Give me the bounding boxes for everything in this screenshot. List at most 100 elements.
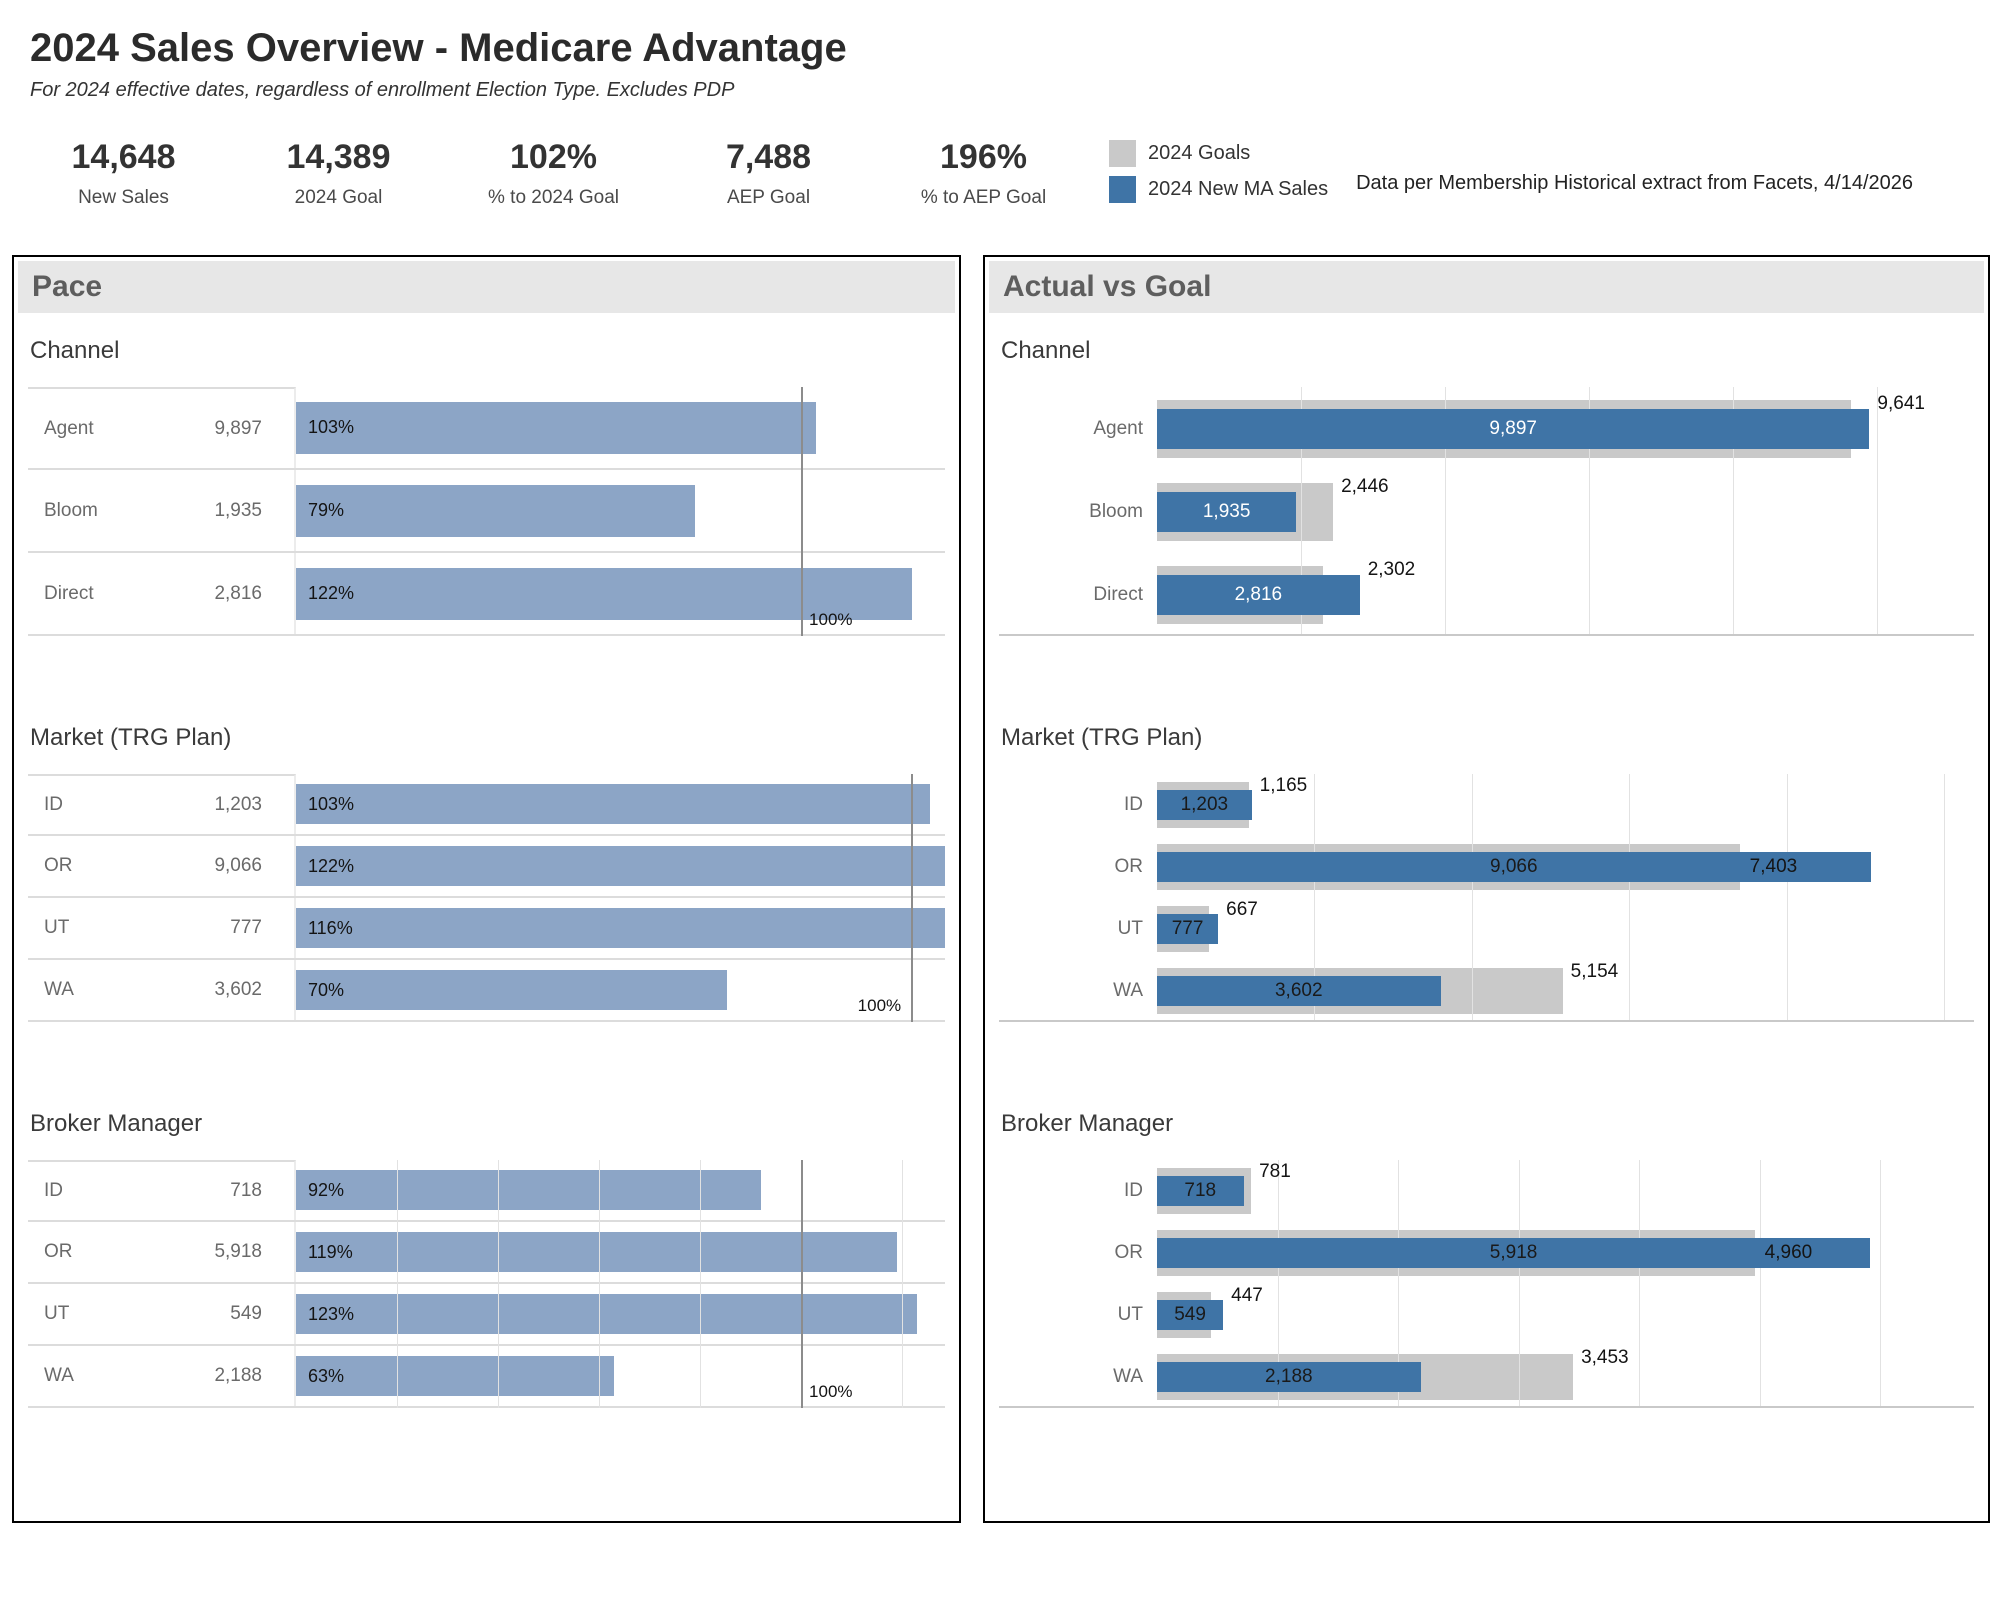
actual-sales-bar[interactable]: 718 xyxy=(1157,1176,1244,1206)
pace-row-header: Agent 9,897 xyxy=(28,387,296,468)
kpi-label: % to AEP Goal xyxy=(920,187,1047,208)
pace-row-id: ID 1,203 103% xyxy=(28,774,945,836)
goal-value-label: 5,154 xyxy=(1570,961,1619,982)
avg-bar-area: 5,918 4,960 xyxy=(1157,1222,1974,1284)
pace-panel-header: Pace xyxy=(18,261,955,313)
pace-bar[interactable]: 122% xyxy=(296,846,945,886)
pace-row-id: ID 718 92% xyxy=(28,1160,945,1222)
kpi-value: 196% xyxy=(940,138,1027,176)
category-value: 549 xyxy=(230,1303,262,1324)
avg-bar-area: 2,816 2,302 xyxy=(1157,553,1974,636)
goal-value-label: 1,165 xyxy=(1259,775,1308,796)
legend-item-2024-new-ma-sales[interactable]: 2024 New MA Sales xyxy=(1109,176,1328,203)
page-title: 2024 Sales Overview - Medicare Advantage xyxy=(30,26,847,70)
avg-bar-area: 718 781 xyxy=(1157,1160,1974,1222)
actual-sales-bar[interactable]: 9,066 xyxy=(1157,852,1871,882)
goal-value-label: 667 xyxy=(1226,899,1258,920)
pct-to-goal-label: 70% xyxy=(308,979,345,1000)
actual-sales-bar[interactable]: 1,203 xyxy=(1157,790,1252,820)
pace-sections: Channel Agent 9,897 103% Bloom 1,935 79% Direct… xyxy=(14,337,959,1408)
actual-vs-goal-panel: Actual vs Goal Channel Agent 9,897 9,641 Blo… xyxy=(983,255,1990,1523)
section-title: Market (TRG Plan) xyxy=(30,724,232,751)
kpi--to-2024-goal: 102% % to 2024 Goal xyxy=(446,138,661,209)
category-value: 2,816 xyxy=(214,582,262,604)
actual-sales-bar[interactable]: 2,816 xyxy=(1157,574,1360,615)
section-title: Channel xyxy=(30,337,120,364)
pace-bar[interactable]: 63% xyxy=(296,1356,615,1396)
category-label: OR xyxy=(44,1241,73,1262)
avg-row-wa: WA 3,602 5,154 xyxy=(999,960,1974,1022)
category-label: OR xyxy=(1114,856,1144,877)
actual-sales-bar[interactable]: 5,918 xyxy=(1157,1238,1871,1268)
pace-bar-area: 79% xyxy=(296,470,945,551)
pace-row-or: OR 5,918 119% xyxy=(28,1222,945,1284)
pace-bar-area: 123% xyxy=(296,1284,945,1344)
pace-row-header: WA 2,188 xyxy=(28,1346,296,1406)
goal-value-label: 7,403 xyxy=(1749,856,1798,877)
actual-value-label: 3,602 xyxy=(1274,980,1323,1001)
category-label: OR xyxy=(44,855,73,876)
goal-value-label: 4,960 xyxy=(1764,1242,1813,1263)
category-label: WA xyxy=(44,979,74,1000)
legend-item-2024-goals[interactable]: 2024 Goals xyxy=(1109,140,1328,167)
pct-to-goal-label: 92% xyxy=(308,1179,345,1200)
avg-row-or: OR 5,918 4,960 xyxy=(999,1222,1974,1284)
pct-to-goal-label: 123% xyxy=(308,1303,355,1324)
pace-bar-area: 119% xyxy=(296,1222,945,1282)
pace-bar[interactable]: 123% xyxy=(296,1294,918,1334)
avg-row-id: ID 1,203 1,165 xyxy=(999,774,1974,836)
actual-sales-bar[interactable]: 1,935 xyxy=(1157,491,1297,532)
category-label: UT xyxy=(1117,1304,1143,1325)
avg-chart-avg-channel: Agent 9,897 9,641 Bloom 1,935 2,446 Direct 2,81… xyxy=(999,387,1974,636)
category-label: UT xyxy=(44,1303,70,1324)
category-label: WA xyxy=(1113,1366,1143,1387)
legend-swatch xyxy=(1109,140,1136,167)
avg-chart-avg-broker: ID 718 781 OR 5,918 4,960 UT 549 447 WA 2,188 3,453 xyxy=(999,1160,1974,1408)
avg-row-bloom: Bloom 1,935 2,446 xyxy=(999,470,1974,553)
actual-sales-bar[interactable]: 777 xyxy=(1157,914,1219,944)
kpi-value: 7,488 xyxy=(725,138,812,176)
pace-chart-pace-broker: ID 718 92% OR 5,918 119% UT 549 123% WA 2,188 63% 10… xyxy=(28,1160,945,1408)
pace-row-wa: WA 2,188 63% xyxy=(28,1346,945,1408)
pace-bar[interactable]: 79% xyxy=(296,484,695,537)
actual-sales-bar[interactable]: 549 xyxy=(1157,1300,1224,1330)
pace-bar[interactable]: 70% xyxy=(296,970,727,1010)
chart-section-pace-channel: Channel Agent 9,897 103% Bloom 1,935 79% Direct… xyxy=(28,337,945,636)
category-label: Direct xyxy=(1093,583,1143,605)
actual-value-label: 777 xyxy=(1171,918,1204,939)
pace-bar-area: 103% xyxy=(296,774,945,834)
section-title: Broker Manager xyxy=(1001,1110,1174,1137)
legend: 2024 Goals 2024 New MA Sales xyxy=(1109,140,1328,203)
goal-value-label: 9,641 xyxy=(1877,393,1925,414)
kpi-value: 14,648 xyxy=(71,138,176,176)
chart-section-avg-market: Market (TRG Plan) ID 1,203 1,165 OR 9,066 7,40… xyxy=(999,724,1974,1022)
goal-value-label: 2,302 xyxy=(1367,559,1416,580)
category-label: Agent xyxy=(44,417,94,439)
pace-bar[interactable]: 92% xyxy=(296,1170,761,1210)
chart-section-avg-broker: Broker Manager ID 718 781 OR 5,918 4,960 UT 549 4… xyxy=(999,1110,1974,1408)
actual-value-label: 718 xyxy=(1184,1180,1217,1201)
legend-swatch xyxy=(1109,176,1136,203)
data-source-note: Data per Membership Historical extract f… xyxy=(1356,172,1914,194)
pace-chart-pace-market: ID 1,203 103% OR 9,066 122% UT 777 116% WA 3,602 70… xyxy=(28,774,945,1022)
goal-value-label: 2,446 xyxy=(1341,476,1389,497)
legend-label: 2024 Goals xyxy=(1148,142,1251,164)
pace-bar[interactable]: 103% xyxy=(296,401,817,454)
actual-value-label: 2,188 xyxy=(1265,1366,1313,1387)
avg-bar-area: 1,935 2,446 xyxy=(1157,470,1974,553)
actual-sales-bar[interactable]: 3,602 xyxy=(1157,976,1441,1006)
actual-sales-bar[interactable]: 2,188 xyxy=(1157,1362,1421,1392)
chart-section-pace-broker: Broker Manager ID 718 92% OR 5,918 119% UT 549 12… xyxy=(28,1110,945,1408)
panels-row: Pace Channel Agent 9,897 103% Bloom 1,935 79% D… xyxy=(12,255,1990,1523)
actual-value-label: 2,816 xyxy=(1234,583,1283,605)
pace-bar[interactable]: 116% xyxy=(296,908,945,948)
category-label: Bloom xyxy=(44,499,98,521)
pace-bar[interactable]: 103% xyxy=(296,784,930,824)
avg-row-wa: WA 2,188 3,453 xyxy=(999,1346,1974,1408)
pace-row-header: OR 9,066 xyxy=(28,836,296,896)
avg-row-direct: Direct 2,816 2,302 xyxy=(999,553,1974,636)
actual-sales-bar[interactable]: 9,897 xyxy=(1157,408,1870,449)
pace-bar[interactable]: 119% xyxy=(296,1232,898,1272)
pace-bar[interactable]: 122% xyxy=(296,567,913,620)
category-value: 5,918 xyxy=(214,1241,262,1262)
